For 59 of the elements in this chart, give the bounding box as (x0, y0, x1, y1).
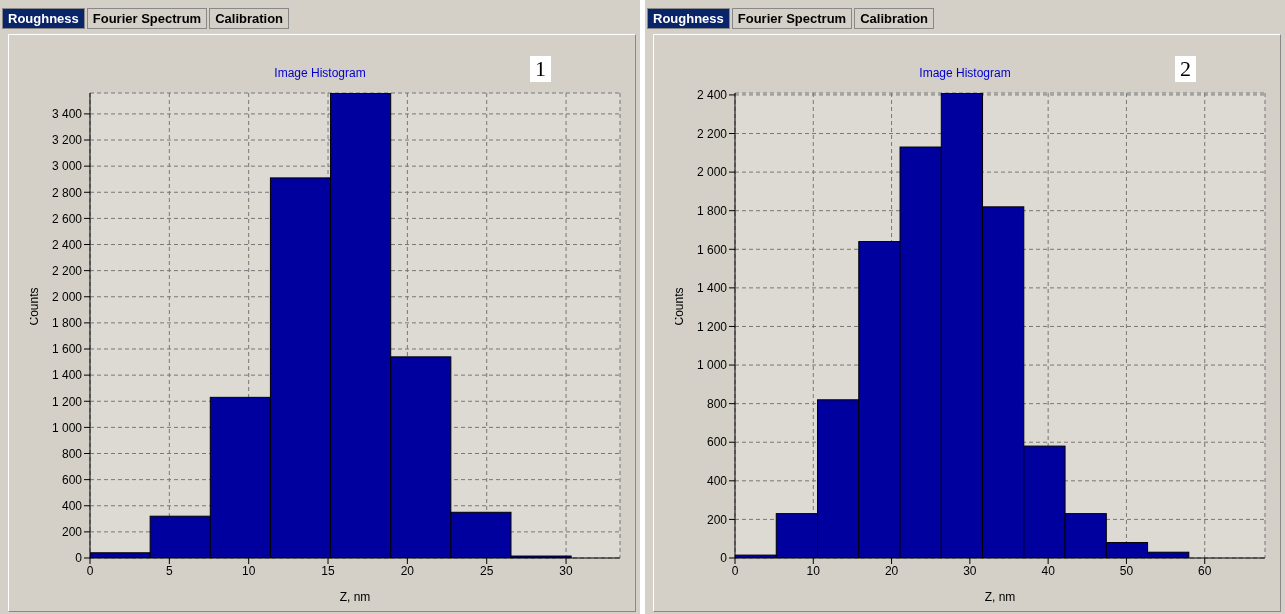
y-tick-label: 1 200 (696, 319, 728, 334)
y-tick-label: 0 (720, 551, 728, 566)
x-tick-label: 0 (731, 563, 739, 578)
y-tick-label: 2 400 (51, 237, 83, 252)
y-tick-label: 1 600 (696, 242, 728, 257)
x-tick-label: 5 (166, 563, 173, 578)
y-tick-label: 200 (706, 512, 728, 527)
x-axis-title: Z, nm (984, 590, 1016, 604)
text: 2 (1175, 56, 1196, 82)
y-tick-label: 2 200 (51, 263, 83, 278)
chart-title: Image Histogram (274, 66, 366, 80)
y-tick-label: 1 400 (51, 368, 83, 383)
x-tick-label: 30 (559, 563, 574, 578)
y-tick-label: 2 000 (696, 165, 728, 180)
y-tick-label: 1 400 (696, 281, 728, 296)
y-tick-label: 600 (61, 472, 83, 487)
y-tick-label: 600 (706, 435, 728, 450)
y-tick-label: 0 (75, 551, 83, 566)
text: 1 (530, 56, 551, 82)
x-tick-label: 60 (1198, 563, 1212, 578)
x-tick-label: 10 (806, 563, 821, 578)
x-tick-label: 30 (963, 563, 977, 578)
y-tick-label: 2 800 (51, 185, 83, 200)
y-tick-label: 3 000 (51, 159, 83, 174)
text: Roughness (2, 8, 85, 29)
y-tick-label: 2 400 (696, 88, 728, 103)
y-tick-label: 800 (61, 446, 83, 461)
y-tick-label: 3 400 (51, 107, 83, 122)
x-tick-label: 20 (400, 563, 415, 578)
x-tick-label: 15 (321, 563, 336, 578)
x-tick-label: 0 (86, 563, 94, 578)
y-tick-label: 1 200 (51, 394, 83, 409)
x-tick-label: 40 (1041, 563, 1056, 578)
x-tick-label: 25 (480, 563, 494, 578)
y-tick-label: 1 600 (51, 342, 83, 357)
chart-title: Image Histogram (919, 66, 1011, 80)
y-tick-label: 2 000 (51, 290, 83, 305)
y-tick-label: 2 600 (51, 211, 83, 226)
y-tick-label: 1 800 (696, 203, 728, 218)
y-tick-label: 1 000 (51, 420, 83, 435)
text: Roughness (647, 8, 730, 29)
text: Calibration (209, 8, 290, 29)
y-tick-label: 800 (706, 396, 728, 411)
x-tick-label: 50 (1119, 563, 1134, 578)
x-axis-title: Z, nm (339, 590, 371, 604)
y-axis-title: Counts (672, 287, 687, 326)
y-tick-label: 3 200 (51, 133, 83, 148)
y-tick-label: 1 800 (51, 316, 83, 331)
y-tick-label: 400 (706, 474, 728, 489)
y-tick-label: 400 (61, 499, 83, 514)
text: Calibration (854, 8, 935, 29)
text: Fourier Spectrum (86, 8, 208, 29)
x-tick-label: 10 (242, 563, 256, 578)
x-tick-label: 20 (884, 563, 899, 578)
y-tick-label: 1 000 (696, 358, 728, 373)
text: Fourier Spectrum (731, 8, 853, 29)
y-axis-title: Counts (27, 287, 42, 326)
y-tick-label: 200 (61, 525, 83, 540)
y-tick-label: 2 200 (696, 126, 728, 141)
